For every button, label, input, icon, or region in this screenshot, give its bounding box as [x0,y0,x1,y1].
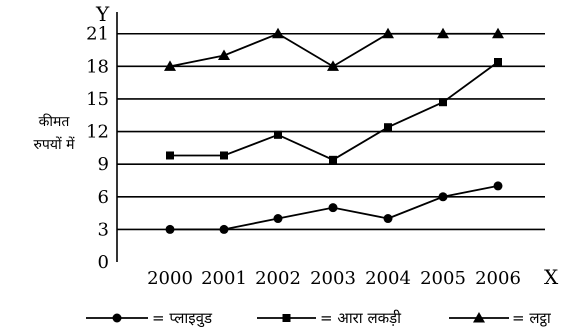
data-point-square [329,155,337,164]
data-point-square [220,151,228,160]
data-point-triangle [437,27,449,39]
x-tick-label: 2006 [475,268,521,289]
legend-label: = आरा लकड़ी [320,309,402,327]
axes: Y X कीमत रुपयों में [34,2,559,289]
series-circle [165,181,503,234]
x-tick-label: 2002 [255,268,301,289]
data-point-circle [383,214,393,224]
data-point-circle [493,181,503,191]
series [164,27,504,234]
y-axis-label-line-1: कीमत [39,113,71,130]
data-point-triangle [492,27,504,39]
y-tick-label: 15 [86,89,109,110]
series-triangle [164,27,504,71]
y-tick-label: 6 [98,187,109,208]
data-point-triangle [327,60,339,71]
series-line-triangle [169,32,498,68]
y-tick-label: 21 [86,24,109,45]
y-axis-label-line-2: रुपयों में [34,136,76,153]
x-tick-label: 2001 [201,268,247,289]
y-tick-labels: 0 3 6 9 12 15 18 21 [86,24,109,273]
data-point-square [494,58,502,66]
data-point-circle [273,214,283,224]
data-point-triangle [164,60,176,71]
data-point-circle [328,203,338,213]
data-point-square [439,98,447,107]
y-tick-label: 18 [86,56,109,77]
y-axis-letter: Y [95,2,110,26]
x-axis-letter: X [544,265,559,289]
data-point-square [166,151,174,160]
data-point-square [384,123,392,132]
y-tick-label: 0 [98,252,109,273]
x-tick-label: 2004 [365,268,411,289]
legend-label: = लट्ठा [512,309,552,327]
data-point-circle [438,192,448,202]
legend-marker-triangle [473,312,485,323]
data-point-circle [219,224,229,234]
legend-label: = प्लाइवुड [152,309,213,328]
legend-item-square: = आरा लकड़ी [257,309,402,327]
data-point-triangle [272,27,284,39]
series-line-square [170,61,499,161]
series-square [166,58,502,164]
y-tick-label: 3 [98,219,109,240]
data-point-circle [165,224,175,234]
legend-marker-circle [112,313,122,323]
legend-marker-square [282,314,291,322]
x-tick-label: 2003 [310,268,356,289]
legend-item-triangle: = लट्ठा [449,309,552,327]
x-tick-label: 2000 [147,268,193,289]
data-point-square [274,130,282,139]
legend-item-circle: = प्लाइवुड [86,309,213,328]
x-tick-labels: 2000 2001 2002 2003 2004 2005 2006 [147,268,521,289]
y-tick-label: 9 [98,154,109,175]
legend: = प्लाइवुड = आरा लकड़ी = लट्ठा [86,309,552,328]
data-point-triangle [382,27,394,39]
data-point-triangle [218,49,230,60]
x-tick-label: 2005 [420,268,466,289]
y-tick-label: 12 [86,122,109,143]
